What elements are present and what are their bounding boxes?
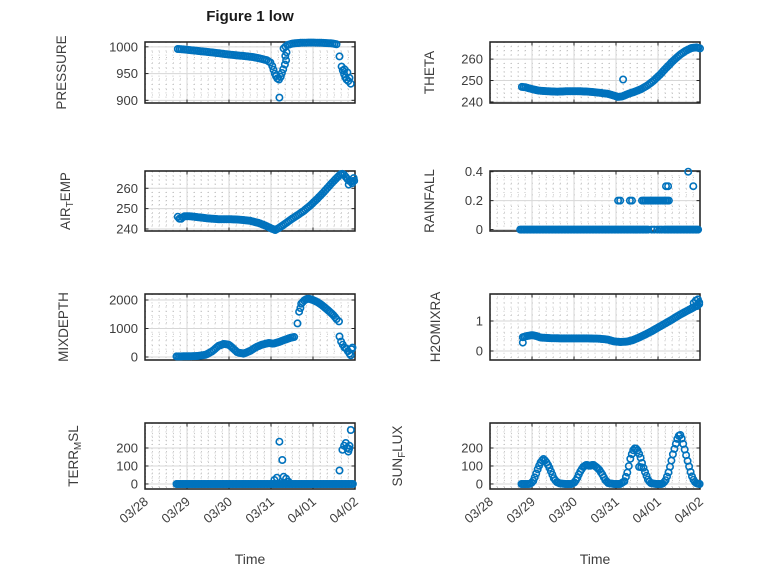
y-tick-labels: 01 bbox=[476, 314, 483, 359]
y-tick-label: 2000 bbox=[109, 292, 138, 307]
data-markers bbox=[518, 295, 704, 347]
y-tick-label: 0 bbox=[476, 222, 483, 237]
y-tick-label: 260 bbox=[116, 181, 138, 196]
tick-marks bbox=[144, 423, 356, 489]
x-tick-label: 03/30 bbox=[200, 494, 235, 526]
y-axis-label: SUNFLUX bbox=[390, 426, 408, 487]
y-tick-label: 0 bbox=[131, 350, 138, 365]
data-markers bbox=[173, 169, 359, 235]
x-tick-label: 03/28 bbox=[461, 494, 496, 526]
axes-box bbox=[489, 41, 701, 104]
y-tick-label: 100 bbox=[461, 458, 483, 473]
y-tick-label: 1000 bbox=[109, 321, 138, 336]
x-tick-label: 04/02 bbox=[671, 494, 706, 526]
y-tick-label: 0 bbox=[476, 344, 483, 359]
data-markers bbox=[517, 430, 704, 488]
axes-box bbox=[144, 293, 356, 361]
y-axis-label: AIRTEMP bbox=[58, 172, 76, 230]
y-tick-label: 250 bbox=[461, 73, 483, 88]
data-markers bbox=[173, 38, 355, 102]
y-axis-label: TERRMSL bbox=[66, 425, 84, 487]
data-markers bbox=[172, 425, 357, 488]
subplot-mixdepth: 0 1000 2000 MIXDEPTH bbox=[56, 292, 357, 365]
y-tick-labels: 0 100 200 bbox=[116, 440, 138, 491]
x-tick-labels: 03/28 03/29 03/30 03/31 04/01 04/02 bbox=[116, 494, 361, 526]
data-markers bbox=[516, 167, 703, 234]
y-tick-label: 0 bbox=[131, 476, 138, 491]
y-axis-label: MIXDEPTH bbox=[56, 292, 71, 362]
x-axis-label-left: Time bbox=[234, 551, 266, 567]
y-tick-label: 0.2 bbox=[465, 193, 483, 208]
y-tick-label: 900 bbox=[116, 93, 138, 108]
y-tick-label: 1 bbox=[476, 314, 483, 329]
minor-grid bbox=[145, 42, 355, 103]
y-tick-labels: 0 1000 2000 bbox=[109, 292, 138, 364]
y-tick-label: 1000 bbox=[109, 39, 138, 54]
y-axis-label: THETA bbox=[422, 51, 437, 94]
x-tick-label: 03/29 bbox=[503, 494, 538, 526]
y-tick-labels: 240 250 260 bbox=[116, 181, 138, 237]
x-tick-label: 03/31 bbox=[242, 494, 277, 526]
y-axis-label: RAINFALL bbox=[422, 169, 437, 233]
y-tick-label: 240 bbox=[116, 221, 138, 236]
subplot-air-temp: 240 250 260 AIRTEMP bbox=[58, 169, 359, 237]
minor-grid bbox=[490, 294, 700, 360]
y-tick-labels: 240 250 260 bbox=[461, 52, 483, 110]
major-grid bbox=[145, 171, 355, 231]
axes-box bbox=[144, 422, 356, 490]
x-tick-labels: 03/28 03/29 03/30 03/31 04/01 04/02 bbox=[461, 494, 706, 526]
axes-box bbox=[489, 293, 701, 361]
y-tick-label: 950 bbox=[116, 66, 138, 81]
x-tick-label: 03/31 bbox=[587, 494, 622, 526]
y-tick-label: 200 bbox=[461, 440, 483, 455]
axes-box bbox=[144, 170, 356, 232]
major-grid bbox=[145, 423, 355, 489]
y-tick-label: 260 bbox=[461, 52, 483, 67]
axes-box bbox=[144, 41, 356, 104]
y-tick-label: 100 bbox=[116, 458, 138, 473]
tick-marks bbox=[144, 42, 356, 103]
tick-marks bbox=[489, 294, 701, 360]
x-tick-label: 04/01 bbox=[629, 494, 664, 526]
y-tick-labels: 0 0.2 0.4 bbox=[465, 164, 483, 237]
y-tick-label: 0 bbox=[476, 476, 483, 491]
x-tick-label: 03/29 bbox=[158, 494, 193, 526]
y-tick-labels: 900 950 1000 bbox=[109, 39, 138, 108]
minor-grid bbox=[145, 423, 355, 489]
y-tick-label: 0.4 bbox=[465, 164, 483, 179]
subplot-rainfall: 0 0.2 0.4 RAINFALL bbox=[422, 164, 703, 237]
x-axis-label-right: Time bbox=[579, 551, 611, 567]
x-tick-label: 03/30 bbox=[545, 494, 580, 526]
x-tick-label: 04/02 bbox=[326, 494, 361, 526]
axes-box bbox=[489, 422, 701, 490]
y-tick-label: 200 bbox=[116, 440, 138, 455]
figure-title: Figure 1 low bbox=[206, 8, 294, 25]
y-tick-label: 250 bbox=[116, 201, 138, 216]
major-grid bbox=[145, 294, 355, 360]
y-axis-label: PRESSURE bbox=[54, 35, 69, 109]
subplot-theta: 240 250 260 THETA bbox=[422, 41, 704, 110]
data-markers bbox=[172, 294, 357, 361]
x-tick-label: 03/28 bbox=[116, 494, 151, 526]
y-tick-labels: 0 100 200 bbox=[461, 440, 483, 491]
subplot-pressure: 900 950 1000 PRESSURE bbox=[54, 35, 356, 110]
y-axis-label: H2OMIXRA bbox=[428, 292, 443, 363]
data-markers bbox=[517, 43, 704, 101]
y-tick-label: 240 bbox=[461, 94, 483, 109]
x-tick-label: 04/01 bbox=[284, 494, 319, 526]
